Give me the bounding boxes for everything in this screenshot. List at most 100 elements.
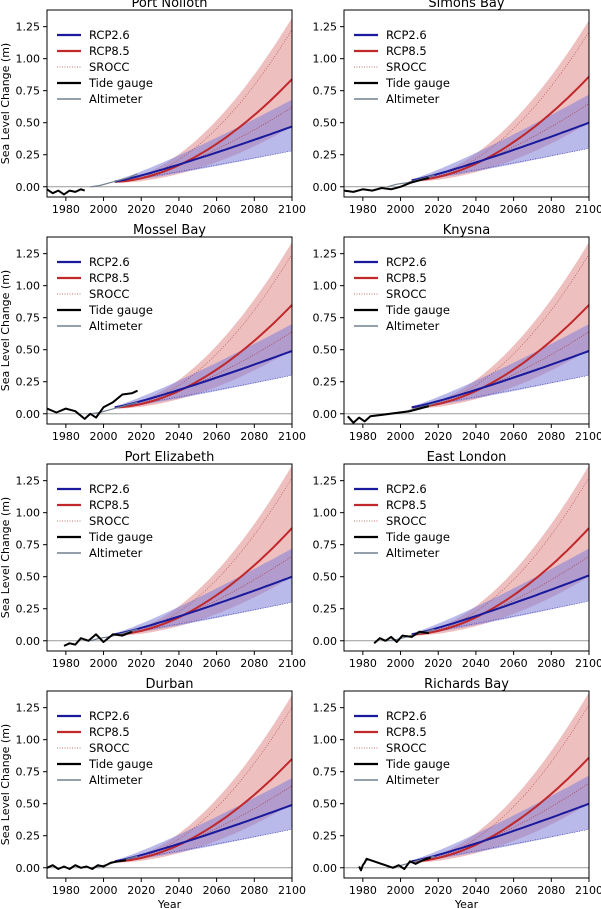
x-tick-label: 1980 xyxy=(52,203,80,216)
legend-label: RCP8.5 xyxy=(89,725,130,739)
y-tick-label: 0.25 xyxy=(313,830,338,843)
srocc-upper-line xyxy=(114,706,292,862)
x-tick-label: 2040 xyxy=(165,430,193,443)
y-tick-label: 0.50 xyxy=(313,117,338,130)
x-tick-label: 2060 xyxy=(500,884,528,897)
rcp26-line xyxy=(114,350,292,409)
subplot-durban: 1980 2000 2020 2040 2060 2080 2100 0.00 0.25 0.50… xyxy=(0,677,306,909)
legend-label: SROCC xyxy=(89,514,129,528)
axes-frame xyxy=(343,9,590,198)
legend-label: RCP8.5 xyxy=(89,498,130,512)
y-tick-label: 0.00 xyxy=(313,181,338,194)
subplot-title: Port Elizabeth xyxy=(125,450,215,465)
y-tick-label: 1.25 xyxy=(313,21,338,34)
rcp26-line xyxy=(411,574,589,636)
tide-gauge-line xyxy=(344,176,430,193)
legend-label: RCP8.5 xyxy=(386,498,427,512)
y-axis-label: Sea Level Change (m) xyxy=(0,497,12,618)
axes-frame xyxy=(46,236,293,425)
legend-label: RCP8.5 xyxy=(386,725,427,739)
legend-label: SROCC xyxy=(89,60,129,74)
y-tick-label: 1.25 xyxy=(16,702,41,715)
y-tick-label: 0.75 xyxy=(313,312,338,325)
x-tick-label: 2000 xyxy=(387,203,415,216)
x-tick-label: 1980 xyxy=(52,657,80,670)
x-tick-label: 2060 xyxy=(203,884,231,897)
x-tick-label: 2100 xyxy=(575,657,601,670)
y-tick-label: 0.00 xyxy=(16,408,41,421)
y-tick-label: 0.50 xyxy=(313,571,338,584)
legend-label: SROCC xyxy=(386,741,426,755)
y-tick-label: 0.75 xyxy=(313,766,338,779)
rcp85-line xyxy=(114,758,292,863)
subplot-knysna: 1980 2000 2020 2040 2060 2080 2100 0.00 0.25 0.50… xyxy=(313,223,601,443)
rcp26-band xyxy=(411,324,589,409)
legend: RCP2.6 RCP8.5 SROCC Tide gauge Altimeter xyxy=(57,709,153,787)
legend: RCP2.6 RCP8.5 SROCC Tide gauge Altimeter xyxy=(354,255,450,333)
rcp26-band xyxy=(411,548,589,636)
y-tick-label: 1.00 xyxy=(16,507,41,520)
x-tick-label: 2080 xyxy=(537,657,565,670)
plot-area xyxy=(344,20,589,193)
legend-label: RCP2.6 xyxy=(386,255,427,269)
y-tick-label: 1.00 xyxy=(313,53,338,66)
y-tick-label: 0.25 xyxy=(313,376,338,389)
rcp85-line xyxy=(411,75,589,182)
legend-label: Altimeter xyxy=(89,319,143,333)
tide-gauge-line xyxy=(47,859,127,870)
x-axis-label: Year xyxy=(454,898,479,909)
legend: RCP2.6 RCP8.5 SROCC Tide gauge Altimeter xyxy=(354,709,450,787)
rcp85-line xyxy=(411,756,589,863)
rcp26-band xyxy=(114,324,292,409)
plot-area xyxy=(344,692,589,872)
x-tick-label: 2080 xyxy=(240,430,268,443)
legend-label: Altimeter xyxy=(89,546,143,560)
legend-label: SROCC xyxy=(386,514,426,528)
altimeter-line xyxy=(90,173,138,188)
y-axis-label: Sea Level Change (m) xyxy=(0,43,12,164)
y-tick-label: 1.25 xyxy=(16,21,41,34)
rcp26-line xyxy=(411,121,589,182)
tide-gauge-line xyxy=(347,405,430,424)
axes-frame xyxy=(46,9,293,198)
y-axis-label: Sea Level Change (m) xyxy=(0,724,12,845)
tide-gauge-line xyxy=(373,630,429,645)
rcp85-line xyxy=(411,527,589,636)
x-tick-label: 2000 xyxy=(387,884,415,897)
x-axis-label: Year xyxy=(157,898,182,909)
x-tick-label: 2040 xyxy=(462,657,490,670)
legend-label: Tide gauge xyxy=(88,76,153,90)
y-tick-label: 1.00 xyxy=(313,507,338,520)
x-tick-label: 2100 xyxy=(575,430,601,443)
x-tick-label: 2060 xyxy=(203,203,231,216)
y-tick-label: 1.25 xyxy=(313,248,338,261)
x-tick-label: 1980 xyxy=(52,430,80,443)
axes-frame xyxy=(343,690,590,879)
x-tick-label: 2080 xyxy=(537,430,565,443)
x-tick-label: 2060 xyxy=(203,657,231,670)
x-tick-label: 2040 xyxy=(462,203,490,216)
x-tick-label: 2020 xyxy=(127,884,155,897)
legend-label: RCP8.5 xyxy=(386,271,427,285)
x-tick-label: 2080 xyxy=(240,203,268,216)
subplot-east-london: 1980 2000 2020 2040 2060 2080 2100 0.00 0.25 0.50… xyxy=(313,450,601,670)
rcp26-band xyxy=(114,99,292,183)
x-tick-label: 2080 xyxy=(537,884,565,897)
x-tick-label: 2000 xyxy=(90,884,118,897)
y-tick-label: 1.25 xyxy=(313,702,338,715)
legend-label: Tide gauge xyxy=(385,757,450,771)
axes-frame xyxy=(46,690,293,879)
x-tick-label: 2040 xyxy=(462,884,490,897)
legend-label: Tide gauge xyxy=(88,303,153,317)
y-axis-label: Sea Level Change (m) xyxy=(0,270,12,391)
rcp85-line xyxy=(114,304,292,409)
plot-area xyxy=(47,465,292,647)
x-tick-label: 1980 xyxy=(349,430,377,443)
legend: RCP2.6 RCP8.5 SROCC Tide gauge Altimeter xyxy=(354,482,450,560)
legend-label: RCP2.6 xyxy=(89,482,130,496)
y-tick-label: 0.25 xyxy=(313,149,338,162)
x-tick-label: 2060 xyxy=(203,430,231,443)
y-tick-label: 0.75 xyxy=(16,766,41,779)
legend-label: RCP2.6 xyxy=(386,28,427,42)
x-tick-label: 2080 xyxy=(240,884,268,897)
